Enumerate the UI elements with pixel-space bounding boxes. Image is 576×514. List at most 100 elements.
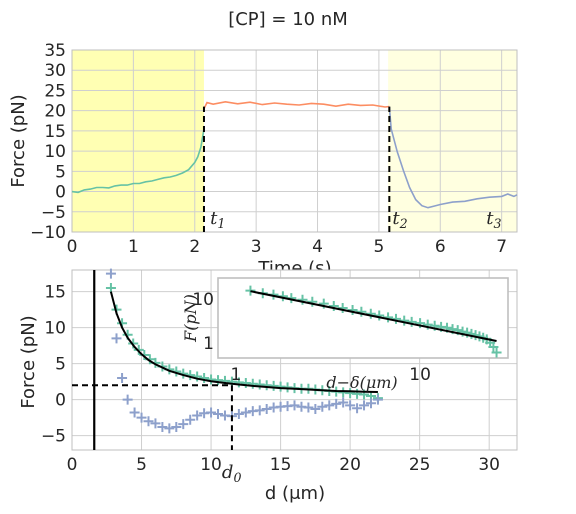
data-point-series-2 — [352, 403, 363, 414]
event-label-t3: t3 — [486, 208, 501, 231]
inset-data-point — [297, 294, 308, 305]
data-point-series-2 — [122, 394, 133, 405]
x-tick-label: 1 — [128, 237, 139, 257]
inset-data-point — [365, 308, 376, 319]
y-tick-label: 5 — [55, 355, 66, 375]
x-tick-label: 5 — [373, 237, 384, 257]
data-point-series-2 — [178, 419, 189, 430]
inset-x-tick-label: 10 — [409, 365, 431, 385]
data-point-series-2 — [111, 333, 122, 344]
x-tick-label: 4 — [312, 237, 323, 257]
top-force-axis-label: Force (pN) — [8, 94, 29, 187]
data-point-series-2 — [345, 400, 356, 411]
data-point-series-2 — [303, 402, 314, 413]
plot-frame — [71, 49, 518, 233]
inset-data-point — [356, 306, 367, 317]
x-tick-label: 6 — [435, 237, 446, 257]
inset-data-point — [488, 342, 499, 353]
y-tick-label: −5 — [41, 203, 66, 223]
data-point-series-2 — [206, 407, 217, 418]
y-tick-label: 25 — [44, 81, 66, 101]
data-point-series-2 — [143, 416, 154, 427]
y-tick-label: 15 — [44, 283, 66, 303]
force-trace-1 — [71, 128, 205, 194]
data-point-series-2 — [324, 400, 335, 411]
inset-x-axis-label: d−δ(μm) — [326, 373, 397, 392]
inset-y-tick-label: 1 — [203, 334, 214, 354]
y-tick-label: 20 — [44, 102, 66, 122]
data-point-series-2 — [192, 410, 203, 421]
data-point-series-2 — [136, 412, 147, 423]
data-point-series-2 — [105, 268, 116, 279]
y-tick-label: 15 — [44, 122, 66, 142]
inset-data-point — [406, 316, 417, 327]
bottom-force-axis-label: Force (pN) — [18, 315, 39, 408]
event-label-t2: t2 — [392, 208, 407, 231]
y-tick-label: −5 — [41, 427, 66, 447]
x-tick-label: 25 — [409, 455, 431, 475]
inset-data-point — [337, 303, 348, 314]
x-tick-label: 7 — [496, 237, 507, 257]
data-point-series-2 — [359, 400, 370, 411]
x-tick-label: 0 — [67, 455, 78, 475]
data-point-series-2 — [185, 414, 196, 425]
data-point-series-1 — [199, 373, 210, 383]
inset-data-point — [328, 300, 339, 311]
x-tick-label: 10 — [200, 455, 222, 475]
data-point-series-2 — [240, 407, 251, 418]
data-point-series-2 — [164, 423, 175, 434]
data-point-series-2 — [365, 398, 376, 409]
x-tick-label: 20 — [339, 455, 361, 475]
x-tick-label: 3 — [251, 237, 262, 257]
data-point-series-2 — [157, 421, 168, 432]
inset-x-tick-label: 1 — [230, 365, 241, 385]
data-point-series-2 — [261, 403, 272, 414]
figure-title: [CP] = 10 nM — [228, 9, 348, 30]
y-tick-label: 35 — [44, 41, 66, 61]
data-point-series-2 — [213, 409, 224, 419]
data-point-series-2 — [129, 407, 140, 418]
data-point-series-2 — [117, 373, 128, 383]
y-tick-label: 30 — [44, 61, 66, 81]
data-point-series-2 — [331, 398, 342, 409]
data-point-series-2 — [310, 403, 321, 414]
x-tick-label: 5 — [136, 455, 147, 475]
y-tick-label: −10 — [30, 223, 66, 243]
inset-data-point — [491, 347, 502, 358]
event-label-t1: t1 — [210, 208, 225, 231]
data-point-series-2 — [338, 397, 349, 408]
x-tick-label: 30 — [478, 455, 500, 475]
data-point-series-2 — [171, 421, 182, 432]
data-point-series-2 — [372, 394, 383, 405]
inset-data-point — [245, 285, 256, 296]
inset-y-tick-label: 10 — [192, 290, 214, 310]
data-point-series-2 — [150, 418, 161, 429]
plot-frame — [71, 269, 518, 451]
y-tick-label: 0 — [55, 183, 66, 203]
shaded-region-1 — [72, 50, 204, 232]
x-tick-label: 2 — [189, 237, 200, 257]
inset-data-point — [347, 304, 358, 315]
data-point-series-2 — [254, 405, 265, 416]
data-point-series-1 — [105, 283, 116, 293]
inset-frame — [217, 277, 509, 359]
data-point-series-2 — [317, 401, 328, 412]
d0-label: d0 — [222, 462, 242, 485]
x-tick-label: 15 — [270, 455, 292, 475]
data-point-series-2 — [289, 400, 300, 411]
y-tick-label: 5 — [55, 162, 66, 182]
distance-axis-label: d (μm) — [265, 483, 325, 504]
force-trace-3 — [388, 106, 518, 209]
loglog-inset: 1 10 1 10 d−δ(μm) F(pN) — [181, 277, 509, 392]
inset-data-point — [391, 313, 402, 324]
inset-data-point — [374, 310, 385, 321]
data-point-series-1 — [192, 371, 203, 382]
x-tick-label: 0 — [67, 237, 78, 257]
inset-data-point — [307, 296, 318, 307]
data-point-series-2 — [233, 409, 244, 419]
force-trace-2 — [203, 100, 390, 109]
y-tick-label: 10 — [44, 142, 66, 162]
y-tick-label: 10 — [44, 319, 66, 339]
